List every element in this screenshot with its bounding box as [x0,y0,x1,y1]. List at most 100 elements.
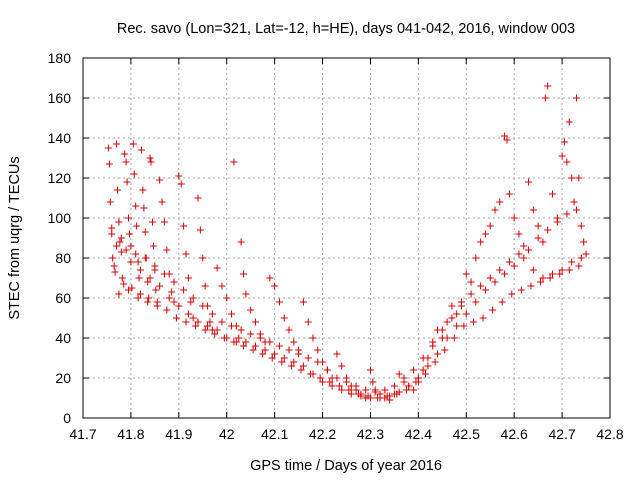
data-point [287,362,295,370]
data-point [354,390,362,398]
data-point [189,294,197,302]
data-point [381,386,389,394]
data-point [113,242,121,250]
data-point [462,270,470,278]
data-point [520,242,528,250]
data-point [364,392,372,400]
data-point [163,246,171,254]
data-point [515,230,523,238]
data-point [247,330,255,338]
data-point [187,298,195,306]
data-point [199,254,207,262]
data-point [443,318,451,326]
data-point [383,392,391,400]
data-point [104,144,112,152]
data-point [290,358,298,366]
data-point [460,322,468,330]
data-point [582,250,590,258]
data-point [242,290,250,298]
data-point [486,222,494,230]
data-point [194,194,202,202]
data-point [146,274,154,282]
data-point [469,318,477,326]
x-tick-label: 42.2 [309,426,336,442]
data-point [132,202,140,210]
data-point [127,258,135,266]
data-point [549,270,557,278]
data-point [148,218,156,226]
data-point [201,282,209,290]
y-tick-label: 180 [48,50,72,66]
x-tick-label: 42 [219,426,235,442]
data-point [304,318,312,326]
data-point [160,270,168,278]
y-tick-label: 120 [48,170,72,186]
data-point [278,358,286,366]
data-point [106,198,114,206]
data-point [110,262,118,270]
data-point [266,338,274,346]
data-point [374,394,382,402]
data-point [496,266,504,274]
data-point [338,386,346,394]
data-point [249,346,257,354]
data-point [443,334,451,342]
data-point [170,278,178,286]
data-point [575,174,583,182]
data-point [390,382,398,390]
data-point [223,294,231,302]
data-point [568,258,576,266]
data-point [481,286,489,294]
data-point [441,346,449,354]
data-point [242,338,250,346]
data-point [247,306,255,314]
data-point [479,314,487,322]
data-point [505,258,513,266]
data-point [541,94,549,102]
data-point [510,214,518,222]
data-point [275,342,283,350]
x-tick-label: 42.7 [548,426,575,442]
data-point [558,152,566,160]
data-point [347,390,355,398]
data-point [400,374,408,382]
data-point [168,288,176,296]
x-axis-label: GPS time / Days of year 2016 [250,458,442,474]
data-point [556,270,564,278]
data-point [108,224,116,232]
data-point [431,358,439,366]
data-point [352,382,360,390]
data-point [299,298,307,306]
data-point [115,218,123,226]
data-point [568,174,576,182]
data-point [151,262,159,270]
data-point [184,310,192,318]
data-point [422,370,430,378]
data-point [362,386,370,394]
data-point [228,322,236,330]
data-point [560,138,568,146]
data-point [180,222,188,230]
data-point [122,246,130,254]
y-tick-label: 140 [48,130,72,146]
data-point [196,226,204,234]
data-point [534,222,542,230]
data-point [230,338,238,346]
data-point [121,150,129,158]
data-point [108,230,116,238]
data-point [156,282,164,290]
data-point [120,280,128,288]
x-tick-label: 42.1 [261,426,288,442]
x-tick-label: 41.8 [117,426,144,442]
data-point [448,314,456,322]
data-point [251,342,259,350]
data-point [496,198,504,206]
data-point [135,274,143,282]
x-tick-label: 42.3 [357,426,384,442]
data-point [213,326,221,334]
data-point [453,322,461,330]
data-point [125,214,133,222]
chart-title: Rec. savo (Lon=321, Lat=-12, h=HE), days… [117,21,575,37]
data-point [412,378,420,386]
